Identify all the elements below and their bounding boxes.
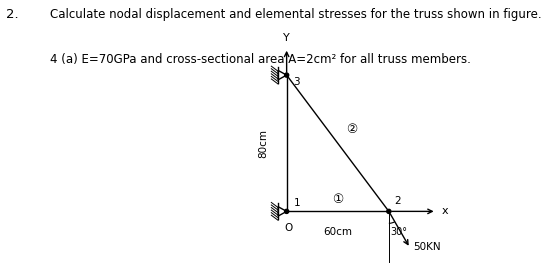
- Text: 60cm: 60cm: [323, 227, 352, 237]
- Text: Y: Y: [284, 33, 290, 43]
- Text: ②: ②: [346, 123, 357, 136]
- Text: O: O: [284, 223, 292, 233]
- Polygon shape: [278, 207, 287, 216]
- Text: 2.: 2.: [6, 8, 18, 21]
- Circle shape: [285, 73, 289, 77]
- Text: 50KN: 50KN: [413, 241, 441, 251]
- Text: 2: 2: [394, 196, 400, 206]
- Text: 3: 3: [294, 77, 300, 87]
- Text: x: x: [442, 207, 448, 216]
- Circle shape: [387, 209, 391, 214]
- Text: 4 (a) E=70GPa and cross-sectional area A=2cm² for all truss members.: 4 (a) E=70GPa and cross-sectional area A…: [50, 53, 471, 66]
- Polygon shape: [278, 70, 287, 80]
- Text: 30°: 30°: [390, 227, 408, 237]
- Text: ①: ①: [332, 193, 343, 206]
- Text: 1: 1: [294, 198, 300, 208]
- Text: 80cm: 80cm: [258, 129, 268, 158]
- Circle shape: [285, 209, 289, 214]
- Text: Calculate nodal displacement and elemental stresses for the truss shown in figur: Calculate nodal displacement and element…: [50, 8, 542, 21]
